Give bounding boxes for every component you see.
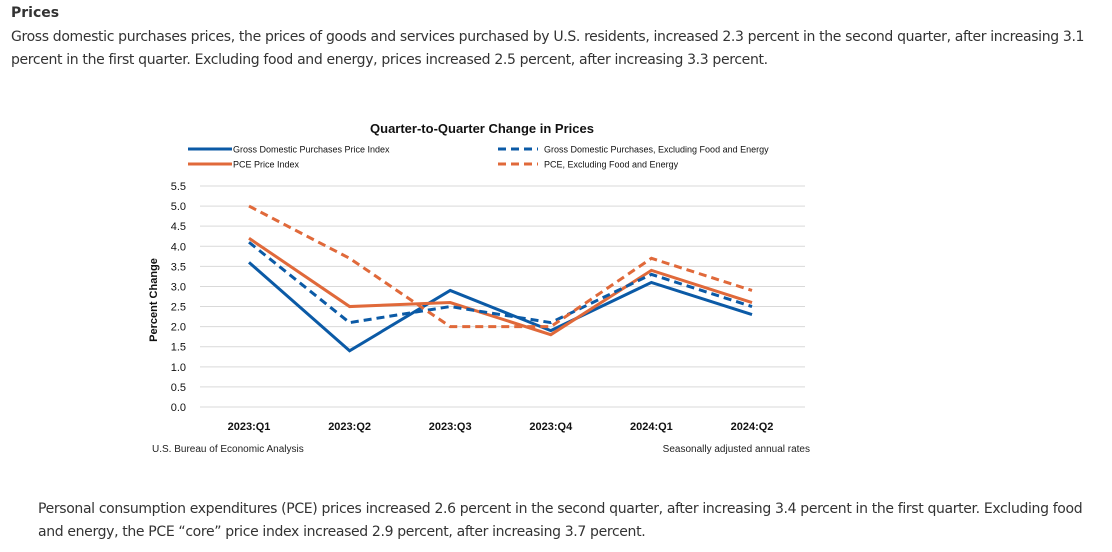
y-tick-label: 1.5 (171, 342, 186, 354)
x-tick-label: 2024:Q1 (630, 421, 673, 433)
chart-legend: Gross Domestic Purchases Price Index PCE … (188, 145, 769, 170)
x-tick-label: 2023:Q2 (328, 421, 371, 433)
x-tick-label: 2023:Q4 (529, 421, 573, 433)
chart-series (248, 204, 753, 353)
y-tick-label: 2.5 (171, 302, 186, 314)
series-pce-excluding-food-and-energy (248, 204, 753, 329)
y-tick-label: 1.0 (171, 362, 186, 374)
y-tick-label: 0.5 (171, 382, 186, 394)
chart-note: Seasonally adjusted annual rates (663, 444, 810, 455)
x-tick-label: 2023:Q1 (228, 421, 271, 433)
chart-title: Quarter-to-Quarter Change in Prices (370, 121, 594, 136)
outro-paragraph: Personal consumption expenditures (PCE) … (38, 501, 1083, 540)
legend-label: Gross Domestic Purchases, Excluding Food… (544, 145, 769, 155)
series-pce-price-index (248, 236, 753, 337)
legend-label: PCE, Excluding Food and Energy (544, 160, 679, 170)
chart-grid (200, 185, 805, 408)
series-gross-domestic-purchases-excluding-food-and-energy (248, 241, 753, 325)
section-heading: Prices (11, 5, 60, 21)
series-gross-domestic-purchases-price-index (248, 261, 753, 353)
y-axis-ticks: 0.0 0.5 1.0 1.5 2.0 2.5 3.0 3.5 4.0 4.5 5.0 5.5 (171, 181, 186, 414)
y-tick-label: 3.0 (171, 281, 186, 293)
y-tick-label: 5.0 (171, 201, 186, 213)
y-tick-label: 0.0 (171, 402, 186, 414)
y-tick-label: 5.5 (171, 181, 186, 193)
y-tick-label: 4.5 (171, 221, 186, 233)
intro-paragraph: Gross domestic purchases prices, the pri… (11, 29, 1085, 68)
y-axis-label: Percent Change (148, 258, 160, 342)
y-tick-label: 3.5 (171, 261, 186, 273)
legend-label: PCE Price Index (233, 160, 300, 170)
chart-source: U.S. Bureau of Economic Analysis (152, 444, 304, 455)
x-axis-ticks: 2023:Q1 2023:Q2 2023:Q3 2023:Q4 2024:Q1 2024:… (228, 421, 774, 433)
y-tick-label: 4.0 (171, 241, 186, 253)
y-tick-label: 2.0 (171, 322, 186, 334)
legend-label: Gross Domestic Purchases Price Index (233, 145, 390, 155)
x-tick-label: 2024:Q2 (731, 421, 774, 433)
x-tick-label: 2023:Q3 (429, 421, 472, 433)
